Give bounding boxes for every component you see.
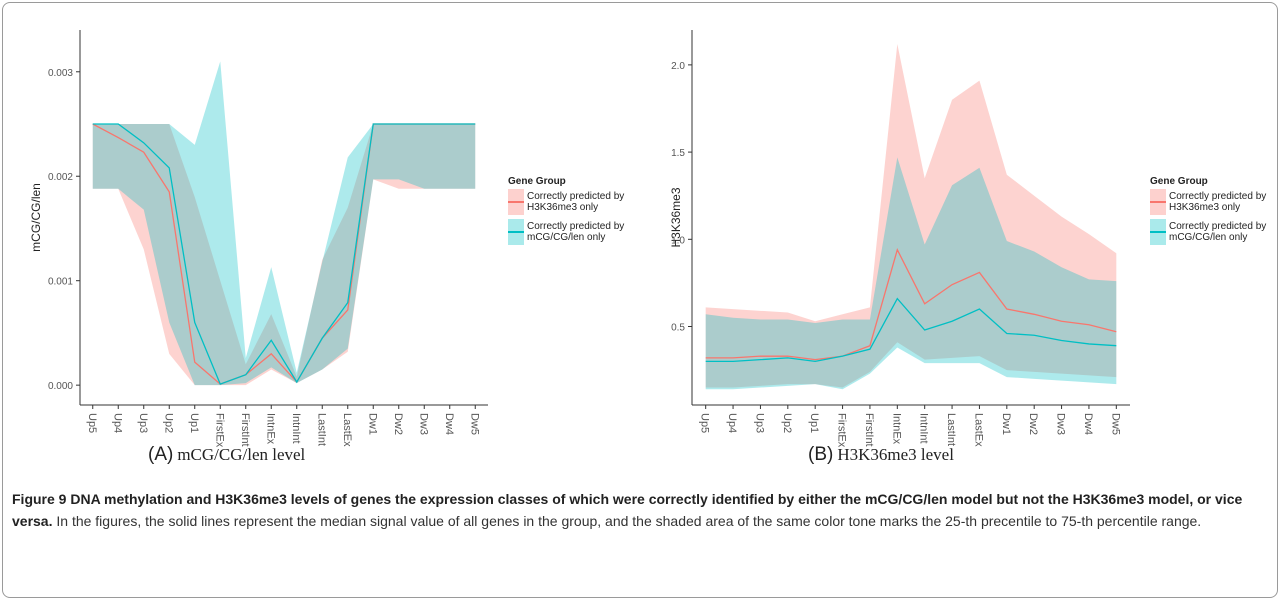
legend-swatch	[1150, 219, 1166, 245]
x-tick-label: Dw5	[468, 413, 480, 435]
legend-line	[508, 231, 524, 233]
x-tick-label: IntnInt	[290, 413, 302, 444]
y-axis-label: mCG/CG/len	[29, 183, 43, 252]
legend-line	[1150, 201, 1166, 203]
panel-label: (A)	[148, 444, 174, 465]
subcaption-text: H3K36me3 level	[837, 445, 954, 464]
x-tick-label: FirstInt	[863, 413, 875, 447]
subcaption-text: mCG/CG/len level	[177, 445, 306, 464]
y-axis-label: H3K36me3	[669, 187, 683, 247]
x-tick-label: Dw1	[366, 413, 378, 435]
x-tick-label: Dw5	[1109, 413, 1121, 435]
x-tick-label: Dw2	[1027, 413, 1039, 435]
legend-line	[508, 201, 524, 203]
median-line	[92, 123, 476, 385]
x-tick-label: Dw2	[392, 413, 404, 435]
x-tick-label: Up2	[781, 413, 793, 433]
band	[92, 61, 476, 386]
legend-item: Correctly predicted by H3K36me3 only	[508, 189, 628, 215]
y-tick-label: 2.0	[671, 61, 685, 72]
y-tick-label: 0.5	[671, 323, 685, 334]
legend-label: Correctly predicted by H3K36me3 only	[1169, 191, 1267, 213]
legend-title: Gene Group	[1150, 176, 1208, 187]
band	[705, 157, 1117, 390]
x-tick-label: Dw4	[1082, 413, 1094, 435]
x-tick-label: FirstEx	[836, 413, 848, 448]
legend-item: Correctly predicted by mCG/CG/len only	[508, 219, 628, 245]
legend: Gene Group Correctly predicted by H3K36me…	[1150, 176, 1270, 249]
subcaption: (B) H3K36me3 level	[808, 444, 954, 466]
caption-text: In the figures, the solid lines represen…	[56, 513, 1202, 529]
x-tick-label: Up1	[808, 413, 820, 433]
x-tick-label: Up5	[86, 413, 98, 433]
x-tick-label: FirstEx	[213, 413, 225, 448]
y-tick-label: 0.000	[48, 381, 73, 392]
x-tick-label: IntnEx	[890, 413, 902, 445]
median-line	[705, 297, 1117, 363]
legend-line	[1150, 231, 1166, 233]
x-tick-label: Dw3	[417, 413, 429, 435]
caption-bold: Figure 9 DNA methylation and H3K36me3 le…	[12, 491, 1243, 529]
y-tick-label: 0.001	[48, 277, 73, 288]
x-tick-label: Up5	[699, 413, 711, 433]
x-tick-label: LastInt	[315, 413, 327, 446]
x-tick-label: Up4	[111, 413, 123, 433]
legend-label: Correctly predicted by H3K36me3 only	[527, 191, 625, 213]
caption: Figure 9 DNA methylation and H3K36me3 le…	[12, 488, 1262, 532]
legend-item: Correctly predicted by H3K36me3 only	[1150, 189, 1270, 215]
subcaption: (A) mCG/CG/len level	[148, 444, 305, 466]
y-tick-label: 1.0	[671, 235, 685, 246]
x-tick-label: Dw3	[1055, 413, 1067, 435]
x-tick-label: Up3	[137, 413, 149, 433]
x-tick-label: Up1	[188, 413, 200, 433]
band	[705, 43, 1117, 388]
x-tick-label: Up3	[753, 413, 765, 433]
x-tick-label: LastEx	[341, 413, 353, 447]
legend-swatch	[508, 189, 524, 215]
x-tick-label: LastEx	[972, 413, 984, 447]
panel-label: (B)	[808, 444, 834, 465]
y-tick-label: 0.002	[48, 172, 73, 183]
legend-swatch	[1150, 189, 1166, 215]
x-tick-label: LastInt	[945, 413, 957, 446]
legend-swatch	[508, 219, 524, 245]
x-tick-label: Dw1	[1000, 413, 1012, 435]
x-tick-label: IntnEx	[264, 413, 276, 445]
legend-title: Gene Group	[508, 176, 566, 187]
legend-label: Correctly predicted by mCG/CG/len only	[1169, 221, 1267, 243]
legend-item: Correctly predicted by mCG/CG/len only	[1150, 219, 1270, 245]
x-tick-label: FirstInt	[239, 413, 251, 447]
y-tick-label: 0.003	[48, 68, 73, 79]
median-line	[705, 247, 1117, 361]
legend: Gene Group Correctly predicted by H3K36me…	[508, 176, 628, 249]
legend-label: Correctly predicted by mCG/CG/len only	[527, 221, 625, 243]
x-tick-label: IntnInt	[918, 413, 930, 444]
x-tick-label: Up2	[162, 413, 174, 433]
x-tick-label: Dw4	[443, 413, 455, 435]
y-tick-label: 1.5	[671, 148, 685, 159]
x-tick-label: Up4	[726, 413, 738, 433]
